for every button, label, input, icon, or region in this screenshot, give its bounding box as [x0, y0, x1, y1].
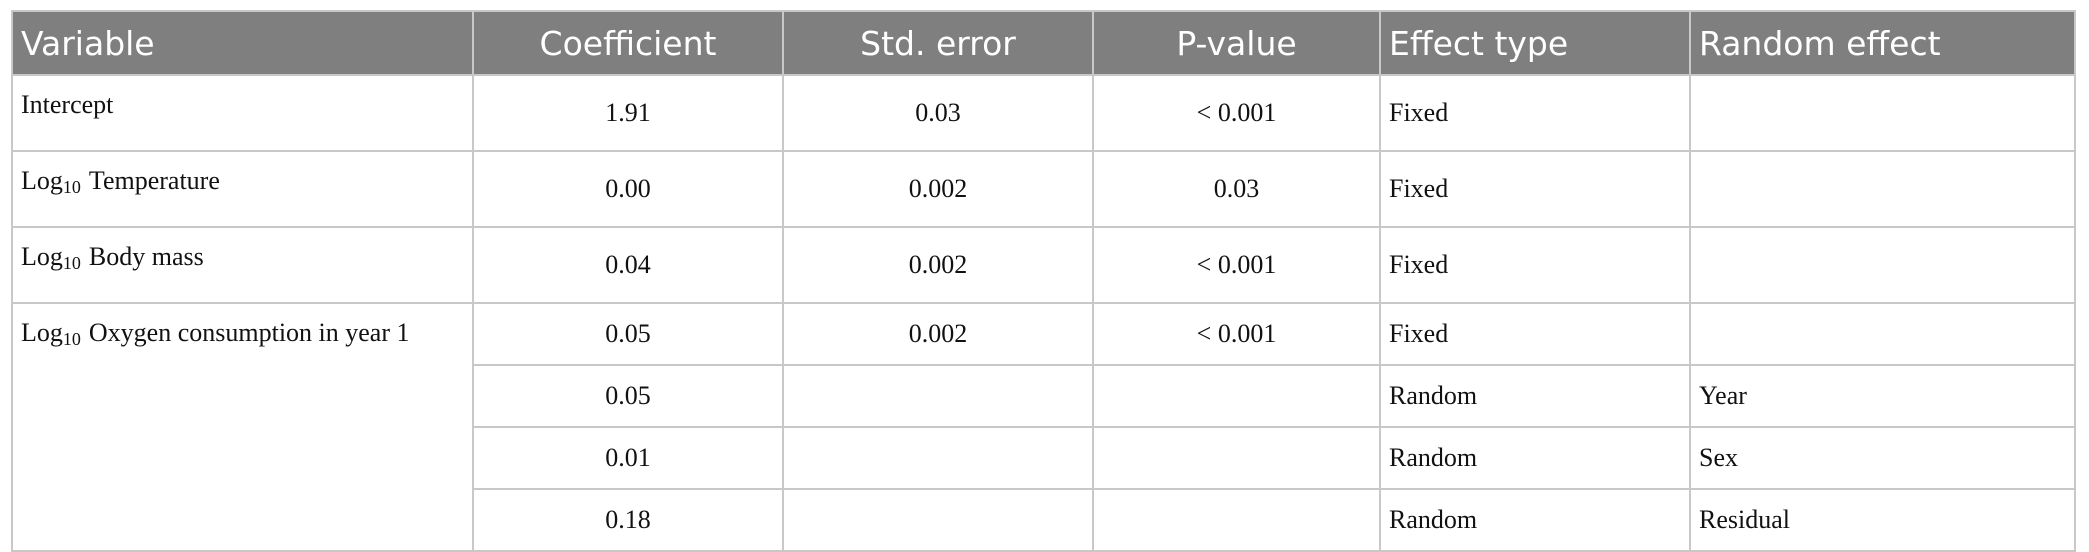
p-value-cell [1092, 364, 1381, 428]
random-effect-cell [1689, 226, 2076, 304]
coefficient-cell: 0.00 [472, 150, 784, 228]
effect-type-cell: Fixed [1379, 226, 1691, 304]
std-error-cell [782, 488, 1094, 552]
variable-text: Body mass [88, 242, 204, 271]
random-effect-cell [1689, 150, 2076, 228]
coefficient-cell: 0.04 [472, 226, 784, 304]
coefficient-cell: 0.01 [472, 426, 784, 490]
effect-type-cell: Random [1379, 426, 1691, 490]
subscript: 10 [62, 253, 81, 273]
subscript: 10 [62, 177, 81, 197]
effect-type-cell: Random [1379, 488, 1691, 552]
p-value-cell [1092, 488, 1381, 552]
header-cell: Random effect [1689, 10, 2076, 76]
std-error-cell: 0.002 [782, 226, 1094, 304]
p-value-cell: < 0.001 [1092, 74, 1381, 152]
p-value-cell: < 0.001 [1092, 302, 1381, 366]
table-row: Intercept 1.91 0.03 < 0.001 Fixed [11, 74, 2076, 152]
std-error-cell: 0.002 [782, 150, 1094, 228]
header-cell: Effect type [1379, 10, 1691, 76]
random-effect-cell [1689, 74, 2076, 152]
subscript: 10 [62, 329, 81, 349]
variable-cell: Intercept [11, 74, 474, 152]
p-value-cell [1092, 426, 1381, 490]
table-body: Intercept 1.91 0.03 < 0.001 Fixed Log10 Temper… [11, 74, 2076, 552]
header-cell: P-value [1092, 10, 1381, 76]
variable-text: Log [21, 318, 63, 347]
effect-type-cell: Fixed [1379, 302, 1691, 366]
variable-text: Temperature [88, 166, 220, 195]
random-effect-cell: Year [1689, 364, 2076, 428]
header-cell: Std. error [782, 10, 1094, 76]
results-table: Variable Coefficient Std. error P-value Effe… [11, 10, 2076, 552]
variable-text: Oxygen consumption in year 1 [88, 318, 410, 347]
coefficient-cell: 1.91 [472, 74, 784, 152]
table-row: 0.05 Random Year [12, 364, 2076, 428]
effect-type-cell: Random [1379, 364, 1691, 428]
std-error-cell: 0.002 [782, 302, 1094, 366]
random-effect-cell [1689, 302, 2076, 366]
effect-type-cell: Fixed [1379, 74, 1691, 152]
p-value-cell: < 0.001 [1092, 226, 1381, 304]
table-row: Log10 Oxygen consumption in year 1 0.05 0.0… [11, 302, 2076, 552]
coefficient-cell: 0.05 [472, 302, 784, 366]
table-row: 0.01 Random Sex [12, 426, 2076, 490]
header-cell: Variable [11, 10, 474, 76]
p-value-cell: 0.03 [1092, 150, 1381, 228]
header-cell: Coefficient [472, 10, 784, 76]
random-effect-cell: Residual [1689, 488, 2076, 552]
std-error-cell: 0.03 [782, 74, 1094, 152]
page: Variable Coefficient Std. error P-value Effe… [11, 10, 2076, 552]
effect-type-cell: Fixed [1379, 150, 1691, 228]
table-row: Log10 Body mass 0.04 0.002 < 0.001 Fixed [11, 226, 2076, 304]
coefficient-cell: 0.18 [472, 488, 784, 552]
random-effect-cell: Sex [1689, 426, 2076, 490]
variable-cell: Log10 Temperature [11, 150, 474, 228]
header-row: Variable Coefficient Std. error P-value Effe… [11, 10, 2076, 76]
variable-cell: Log10 Body mass [11, 226, 474, 304]
variable-text: Log [21, 242, 63, 271]
variable-text: Intercept [21, 90, 114, 119]
std-error-cell [782, 364, 1094, 428]
coefficient-cell: 0.05 [472, 364, 784, 428]
variable-cell: Log10 Oxygen consumption in year 1 [11, 302, 474, 552]
table-row: Log10 Temperature 0.00 0.002 0.03 Fixed [11, 150, 2076, 228]
std-error-cell [782, 426, 1094, 490]
variable-text: Log [21, 166, 63, 195]
